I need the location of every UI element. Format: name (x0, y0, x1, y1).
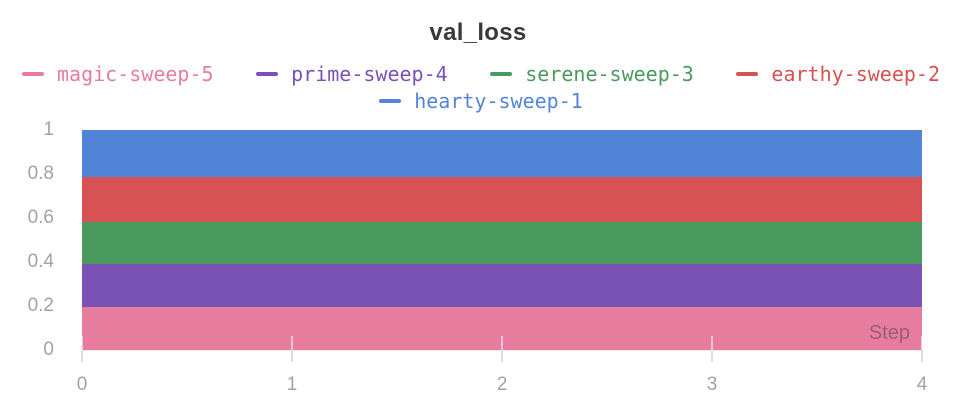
legend-item-hearty-sweep-1[interactable]: hearty-sweep-1 (379, 91, 583, 111)
x-tick-label: 3 (706, 374, 718, 395)
legend-dash-icon (736, 71, 759, 76)
y-tick-label: 0 (43, 339, 54, 360)
chart-title: val_loss (429, 19, 527, 46)
y-tick-label: 0.2 (27, 295, 54, 316)
legend-item-earthy-sweep-2[interactable]: earthy-sweep-2 (736, 64, 940, 84)
legend-row-2: hearty-sweep-1 (22, 87, 940, 114)
x-axis-tick (711, 350, 713, 362)
legend-dash-icon (22, 71, 44, 76)
legend-item-prime-sweep-4[interactable]: prime-sweep-4 (256, 64, 448, 84)
x-gridline-tick (501, 336, 503, 350)
y-tick-label: 1 (43, 119, 54, 140)
x-axis-tick (291, 350, 293, 362)
x-gridline-tick (81, 336, 83, 350)
chart-legend: magic-sweep-5 prime-sweep-4 serene-sweep-3… (22, 60, 940, 114)
x-gridline-tick (291, 336, 293, 350)
plot-area[interactable]: Step (81, 130, 923, 350)
legend-row-1: magic-sweep-5 prime-sweep-4 serene-sweep-3… (22, 60, 940, 87)
x-tick-label: 0 (76, 374, 88, 395)
y-tick-label: 0.6 (27, 207, 54, 228)
x-tick-label: 4 (916, 374, 928, 395)
legend-label: earthy-sweep-2 (771, 61, 940, 86)
x-axis-tick (81, 350, 83, 362)
x-axis-tick (501, 350, 503, 362)
legend-label: magic-sweep-5 (57, 61, 214, 86)
legend-dash-icon (379, 98, 402, 103)
legend-label: prime-sweep-4 (291, 61, 448, 86)
legend-item-serene-sweep-3[interactable]: serene-sweep-3 (490, 64, 694, 84)
legend-dash-icon (256, 71, 279, 76)
legend-label: serene-sweep-3 (525, 61, 694, 86)
x-gridline-tick (921, 336, 923, 350)
y-tick-label: 0.8 (27, 163, 54, 184)
x-gridline-tick (711, 336, 713, 350)
legend-dash-icon (490, 71, 513, 76)
x-axis-title: Step (868, 322, 910, 344)
legend-item-magic-sweep-5[interactable]: magic-sweep-5 (22, 64, 214, 84)
x-axis-tick (921, 350, 923, 362)
x-tick-label: 1 (286, 374, 298, 395)
y-tick-label: 0.4 (27, 251, 54, 272)
legend-label: hearty-sweep-1 (414, 88, 583, 113)
x-tick-label: 2 (496, 374, 508, 395)
